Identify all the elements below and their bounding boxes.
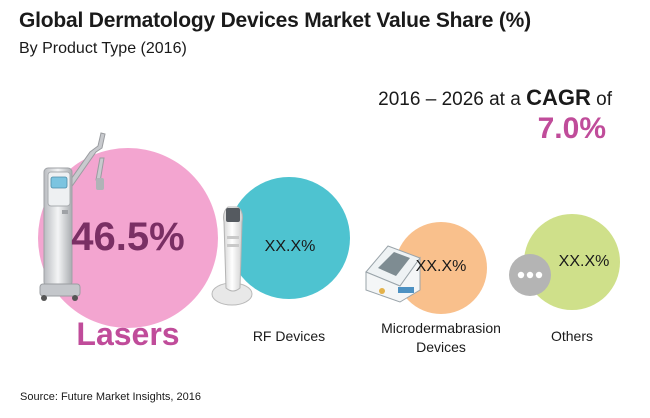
- microdermabrasion-device-icon: [365, 245, 421, 303]
- bubble-rf-devices: [228, 177, 350, 299]
- cagr-value: 7.0%: [537, 112, 606, 145]
- cagr-text: 2016 – 2026 at a CAGR of: [378, 86, 612, 112]
- value-label-lasers: 46.5%: [71, 215, 184, 259]
- rf-device-icon: [211, 206, 253, 306]
- value-label-rf-devices: XX.X%: [265, 238, 316, 255]
- cagr-suffix: of: [590, 89, 612, 110]
- chart-subtitle: By Product Type (2016): [19, 40, 187, 57]
- cagr-callout: 2016 – 2026 at a CAGR of 7.0%: [378, 86, 612, 146]
- category-label-others: Others: [551, 328, 593, 344]
- chart-title: Global Dermatology Devices Market Value …: [19, 9, 531, 32]
- category-label-lasers: Lasers: [76, 316, 179, 352]
- value-label-others: XX.X%: [559, 253, 610, 270]
- bubble-lasers: [38, 148, 218, 328]
- cagr-keyword: CAGR: [526, 85, 591, 110]
- value-label-microdermabrasion: XX.X%: [416, 258, 467, 275]
- source-note: Source: Future Market Insights, 2016: [20, 391, 201, 403]
- category-label-microdermabrasion: Microdermabrasion Devices: [381, 320, 501, 355]
- laser-device-icon: [39, 132, 106, 301]
- cagr-prefix: 2016 – 2026 at a: [378, 89, 527, 110]
- category-label-rf-devices: RF Devices: [253, 328, 325, 344]
- more-dots-icon: [509, 254, 551, 296]
- bubble-others: [524, 214, 620, 310]
